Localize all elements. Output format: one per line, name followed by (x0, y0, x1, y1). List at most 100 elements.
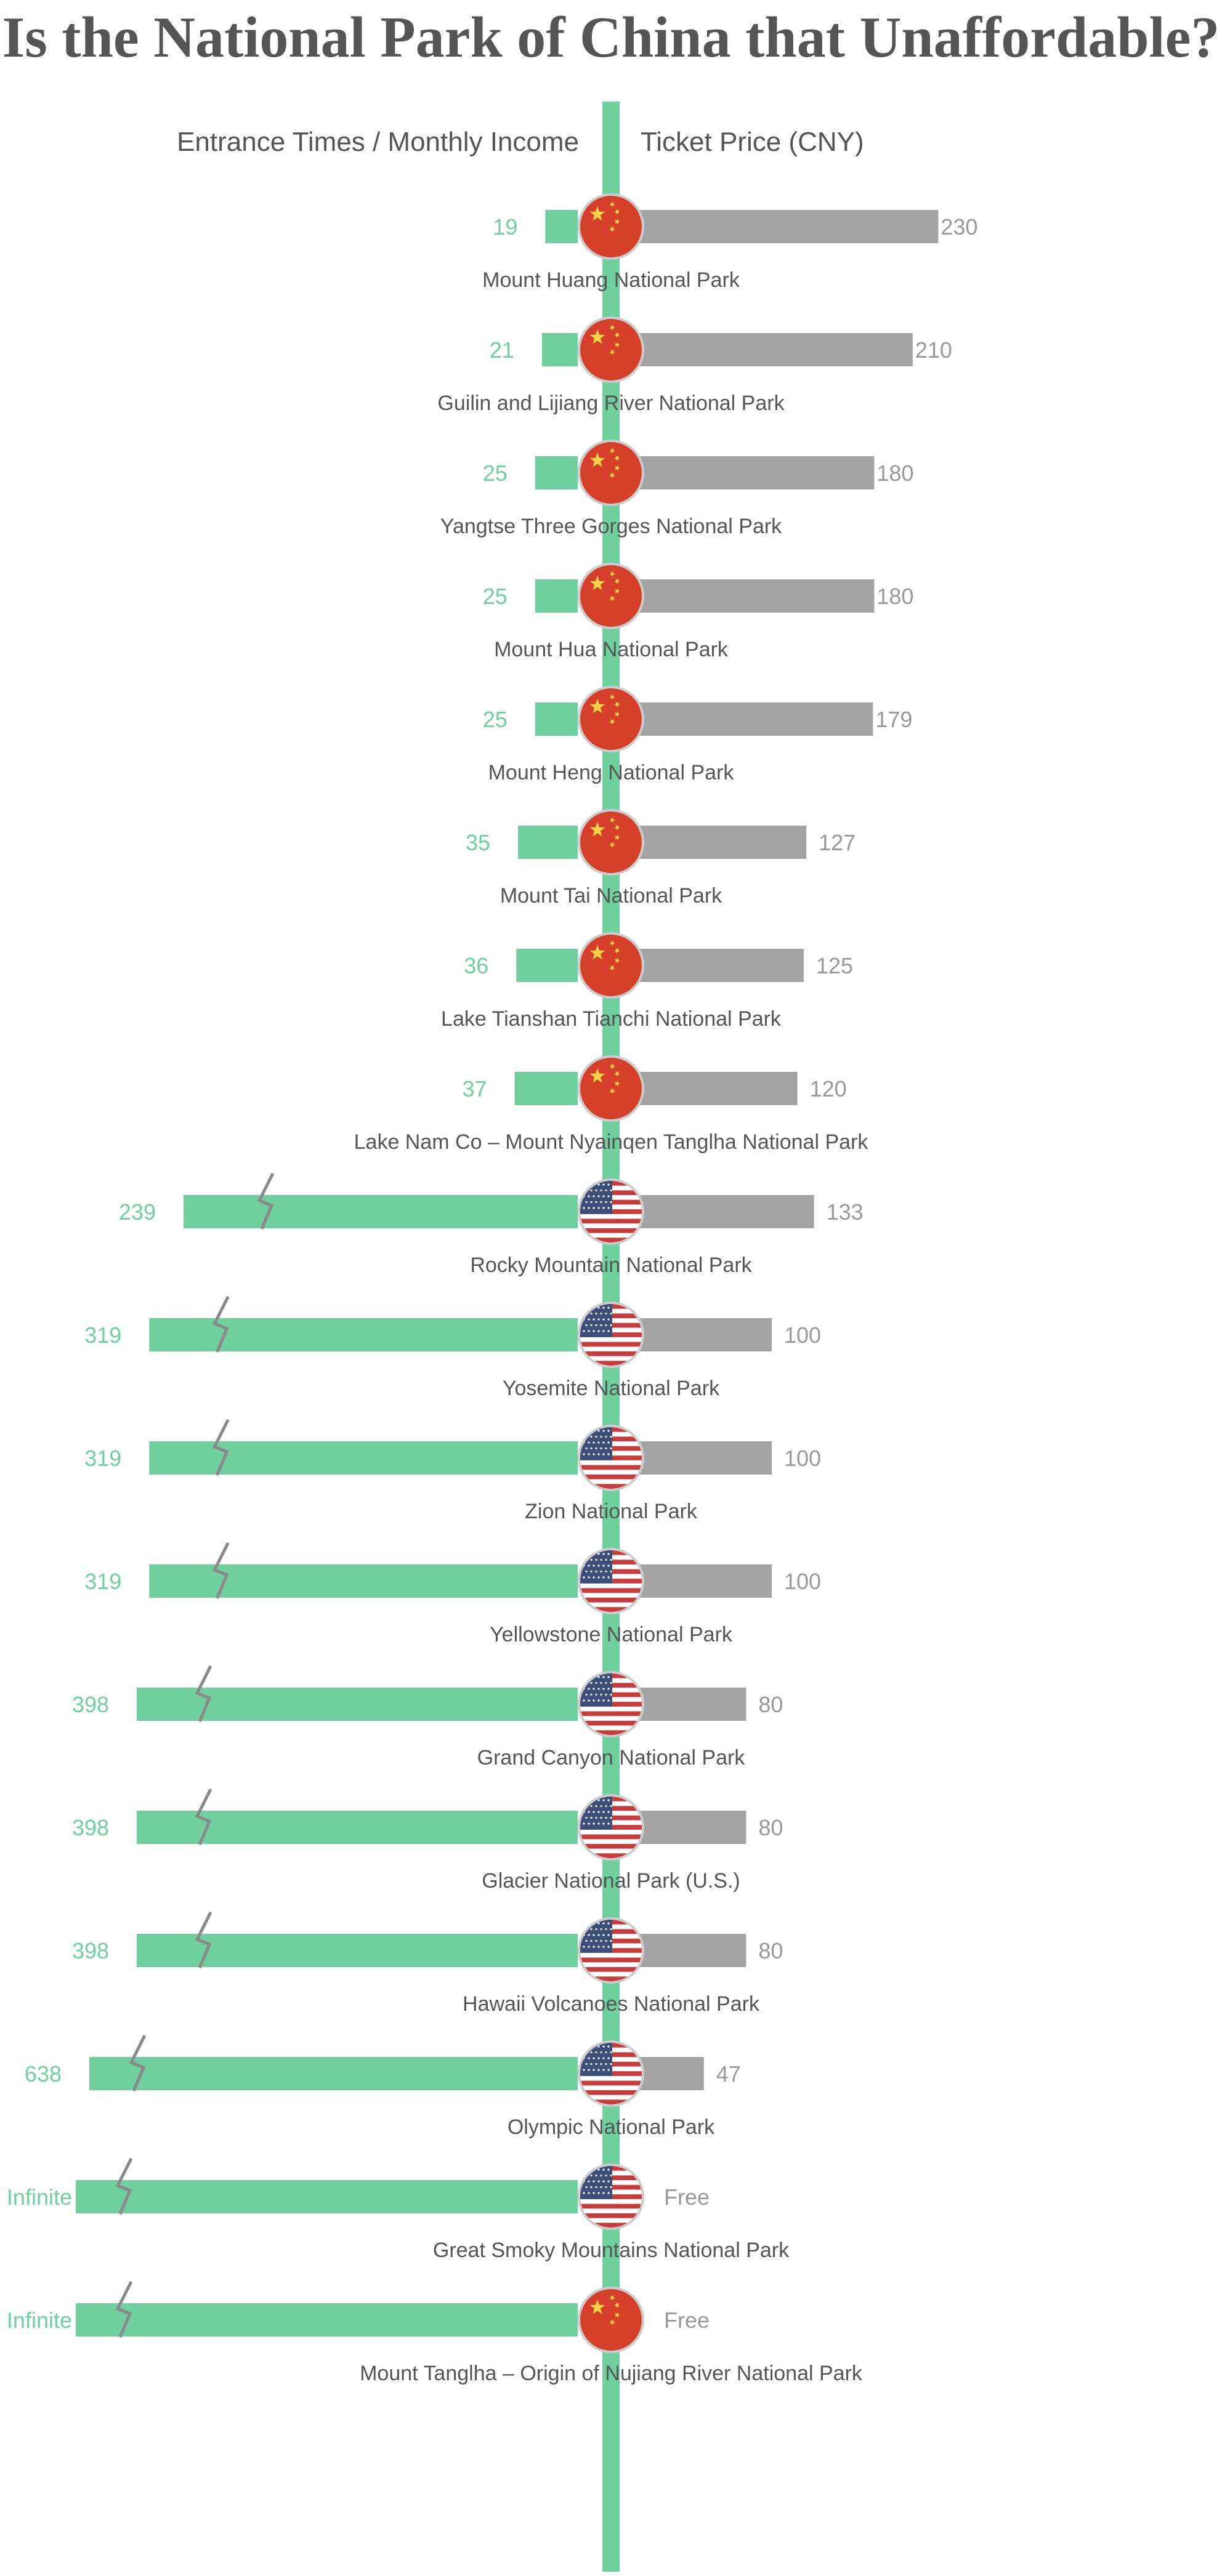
park-name-label: Hawaii Volcanoes National Park (463, 1992, 760, 2016)
park-name-label: Guilin and Lijiang River National Park (437, 392, 785, 415)
entrance-times-bar (535, 579, 578, 613)
axis-break-icon (129, 2034, 147, 2091)
entrance-times-bar (516, 949, 578, 982)
chart-title: Is the National Park of China that Unaff… (2, 6, 1220, 70)
entrance-times-label: Infinite (7, 2184, 72, 2210)
china-flag-icon (578, 1055, 644, 1122)
usa-flag-icon (578, 1671, 644, 1737)
entrance-times-label: 239 (119, 1199, 156, 1225)
park-row: 25 180 Mount Hua National Park (483, 563, 913, 661)
ticket-price-label: 47 (716, 2061, 741, 2087)
park-row: 638 47 Olympic National Park (25, 2034, 741, 2139)
ticket-price-label: 100 (784, 1569, 821, 1594)
entrance-times-label: 319 (84, 1322, 121, 1348)
ticket-price-bar (611, 210, 939, 243)
axis-break-icon (115, 2280, 133, 2338)
park-row: 239 133 Rocky Mountain National Park (119, 1172, 864, 1277)
china-flag-icon (578, 440, 644, 506)
ticket-price-label: 125 (816, 953, 853, 978)
park-row: 319 100 Zion National Park (84, 1419, 821, 1523)
park-name-label: Mount Huang National Park (482, 268, 740, 292)
usa-flag-icon (578, 1178, 644, 1245)
park-row: 21 210 Guilin and Lijiang River National P… (437, 316, 952, 415)
park-name-label: Mount Hua National Park (494, 638, 729, 661)
left-header: Entrance Times / Monthly Income (177, 127, 579, 157)
ticket-price-label: 80 (758, 1815, 783, 1840)
usa-flag-icon (578, 1794, 644, 1861)
entrance-times-label: 25 (483, 707, 508, 732)
china-flag-icon (578, 2287, 644, 2353)
entrance-times-bar (535, 456, 578, 489)
park-row: 398 80 Hawaii Volcanoes National Park (72, 1911, 783, 2016)
entrance-times-label: 319 (84, 1569, 121, 1594)
entrance-times-label: 25 (483, 584, 508, 609)
ticket-price-label: 133 (827, 1199, 864, 1225)
china-flag-icon (578, 193, 644, 260)
park-row: 398 80 Glacier National Park (U.S.) (72, 1788, 783, 1893)
park-name-label: Rocky Mountain National Park (470, 1254, 752, 1277)
ticket-price-label: Free (664, 2308, 710, 2333)
ticket-price-bar (611, 333, 913, 366)
entrance-times-label: 19 (493, 214, 517, 239)
park-row: 25 179 Mount Heng National Park (483, 686, 912, 784)
china-flag-icon (578, 809, 644, 875)
axis-break-icon (257, 1172, 275, 1230)
entrance-times-label: 36 (464, 953, 488, 978)
ticket-price-label: 100 (784, 1322, 821, 1348)
park-name-label: Grand Canyon National Park (477, 1746, 746, 1769)
park-name-label: Zion National Park (525, 1500, 698, 1523)
entrance-times-label: 319 (84, 1446, 121, 1471)
entrance-times-label: Infinite (7, 2308, 72, 2333)
entrance-times-bar (137, 1688, 578, 1721)
usa-flag-icon (578, 1917, 644, 1984)
entrance-times-label: 21 (490, 337, 514, 363)
axis-break-icon (195, 1911, 212, 1968)
park-name-label: Yangtse Three Gorges National Park (440, 515, 782, 538)
ticket-price-label: 100 (784, 1446, 821, 1471)
entrance-times-bar (514, 1072, 578, 1105)
entrance-times-bar (518, 826, 578, 859)
axis-break-icon (115, 2157, 133, 2215)
entrance-times-label: 398 (72, 1938, 109, 1963)
ticket-price-label: 80 (758, 1692, 783, 1717)
ticket-price-bar (611, 702, 873, 736)
park-row: Infinite Free Great Smoky Mountains Nation… (7, 2157, 790, 2262)
ticket-price-bar (611, 1195, 814, 1228)
ticket-price-label: 179 (875, 707, 912, 732)
axis-break-icon (195, 1788, 212, 1845)
park-row: 398 80 Grand Canyon National Park (72, 1665, 783, 1769)
entrance-times-bar (184, 1195, 578, 1228)
entrance-times-label: 37 (462, 1076, 487, 1101)
ticket-price-label: 80 (758, 1938, 783, 1963)
ticket-price-label: 230 (941, 214, 977, 239)
park-row: 319 100 Yosemite National Park (84, 1295, 821, 1400)
entrance-times-label: 35 (466, 830, 490, 855)
park-row: 319 100 Yellowstone National Park (84, 1542, 821, 1646)
entrance-times-label: 398 (72, 1815, 109, 1840)
entrance-times-bar (76, 2180, 578, 2213)
park-row: 25 180 Yangtse Three Gorges National Park (440, 440, 913, 538)
ticket-price-bar (611, 579, 875, 613)
park-name-label: Olympic National Park (508, 2115, 715, 2139)
park-row: 35 127 Mount Tai National Park (466, 809, 856, 908)
entrance-times-bar (545, 210, 578, 243)
park-name-label: Glacier National Park (U.S.) (482, 1869, 740, 1893)
ticket-price-label: 210 (915, 337, 952, 363)
park-name-label: Mount Tanglha – Origin of Nujiang River … (360, 2362, 863, 2385)
china-flag-icon (578, 563, 644, 629)
park-row: 36 125 Lake Tianshan Tianchi National Park (441, 932, 853, 1031)
park-row: 19 230 Mount Huang National Park (482, 193, 977, 292)
entrance-times-bar (76, 2303, 578, 2337)
entrance-times-bar (137, 1934, 578, 1967)
entrance-times-label: 25 (483, 461, 508, 486)
park-name-label: Lake Nam Co – Mount Nyainqen Tanglha Nat… (354, 1130, 869, 1154)
park-row: 37 120 Lake Nam Co – Mount Nyainqen Tanglh… (354, 1055, 869, 1154)
china-flag-icon (578, 686, 644, 752)
park-name-label: Yosemite National Park (503, 1377, 720, 1400)
entrance-times-label: 398 (72, 1692, 109, 1717)
entrance-times-bar (541, 333, 578, 366)
axis-break-icon (212, 1295, 230, 1353)
usa-flag-icon (578, 2163, 644, 2230)
entrance-times-bar (535, 702, 578, 736)
right-header: Ticket Price (CNY) (641, 127, 864, 157)
